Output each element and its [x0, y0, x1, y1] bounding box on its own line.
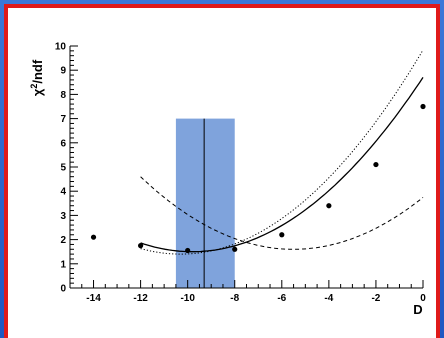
svg-text:χ2/ndf: χ2/ndf — [29, 59, 45, 96]
y-tick-label: 0 — [60, 284, 66, 295]
data-point — [373, 161, 379, 168]
x-tick-label: -8 — [230, 293, 239, 304]
y-label-sup: 2 — [29, 84, 39, 89]
data-point — [138, 243, 144, 249]
data-point — [90, 234, 97, 240]
y-tick-label: 8 — [60, 90, 66, 101]
axes-layer: 0 1 2 3 4 5 6 7 8 9 10 -14 -12 -10 -8 -6 -4 -2 0 — [55, 42, 426, 305]
y-tick-label: 3 — [60, 211, 66, 222]
data-point — [420, 103, 426, 110]
y-tick-label: 2 — [60, 235, 66, 246]
data-point — [185, 247, 191, 254]
y-tick-label: 1 — [60, 259, 66, 270]
y-tick-label: 10 — [55, 42, 67, 53]
data-point — [326, 203, 332, 209]
curve-dotted — [140, 49, 424, 255]
y-tick-label: 7 — [60, 114, 66, 125]
y-label-main: χ — [30, 88, 45, 96]
data-point — [279, 232, 285, 238]
x-tick-label: 0 — [420, 293, 426, 304]
y-tick-label: 9 — [60, 66, 66, 77]
x-tick-label: -6 — [277, 293, 286, 304]
x-tick-label: -14 — [86, 293, 101, 304]
x-axis-label: D — [413, 302, 422, 317]
y-tick-label: 6 — [60, 138, 66, 149]
y-label-rest: /ndf — [30, 59, 45, 83]
curve-dashed — [140, 176, 424, 250]
uncertainty-band — [175, 118, 235, 288]
x-tick-label: -12 — [133, 293, 148, 304]
x-tick-label: -2 — [371, 293, 380, 304]
x-tick-label: -10 — [180, 293, 195, 304]
data-point — [232, 246, 238, 252]
point-layer — [90, 103, 426, 254]
band-layer — [175, 118, 235, 288]
y-tick-label: 5 — [60, 163, 66, 174]
x-tick-label: -4 — [324, 293, 333, 304]
y-tick-label: 4 — [60, 187, 66, 198]
y-axis-label: χ2/ndf — [29, 59, 45, 96]
